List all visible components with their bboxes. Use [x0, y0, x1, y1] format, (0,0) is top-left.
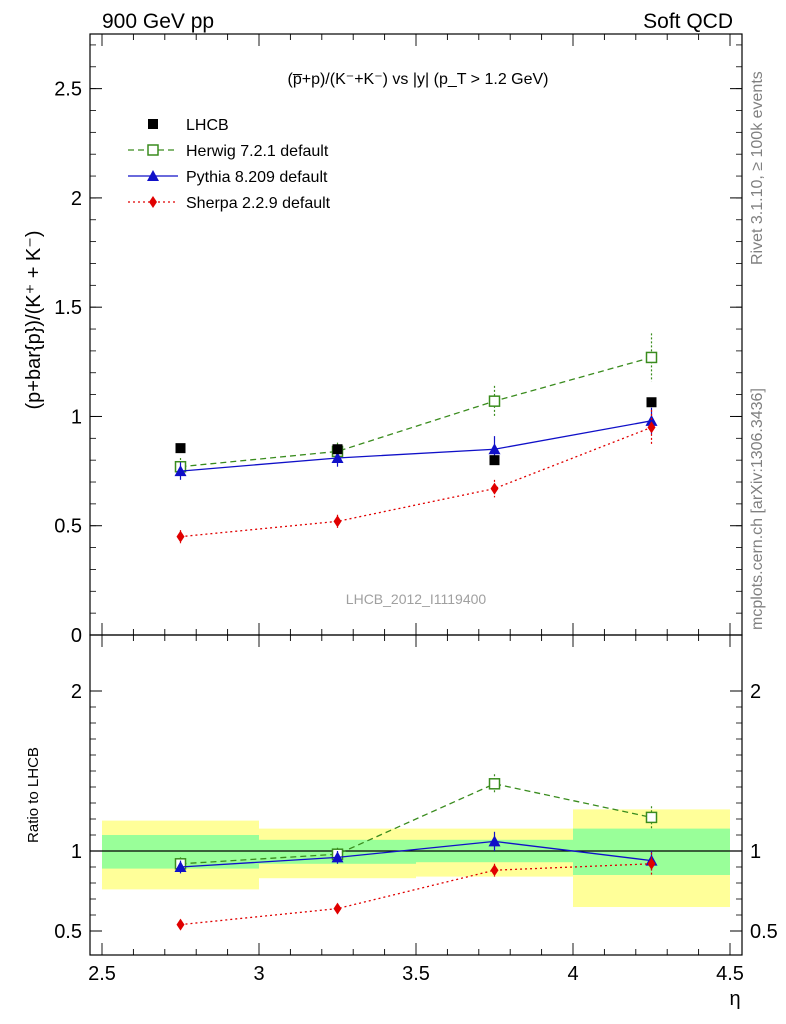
main-sherpa-2-2-9-default-point-0 — [176, 530, 185, 543]
main-title: (p̅+p)/(K⁻+K⁻) vs |y| (p_T > 1.2 GeV) — [288, 71, 549, 88]
x-axis-label: η — [729, 988, 740, 1010]
legend-lhcb-marker — [148, 119, 158, 129]
main-pythia-8-209-default-point-3 — [645, 414, 658, 426]
ratio-sherpa-2-2-9-default-point-2 — [490, 864, 499, 877]
ratio-pythia-8-209-default-point-0 — [174, 861, 187, 872]
header-left: 900 GeV pp — [102, 10, 214, 33]
main-lhcb-point-3 — [646, 397, 657, 408]
ratio-ytick-label-0: 0.5 — [54, 921, 82, 943]
main-pythia-8-209-default-line — [180, 420, 652, 472]
legend-sherpa-2-2-9-default-marker — [149, 196, 157, 208]
main-pythia-8-209-default-point-2 — [488, 443, 501, 455]
legend-herwig-7-2-1-default-label: Herwig 7.2.1 default — [186, 143, 329, 160]
legend-pythia-8-209-default-marker — [147, 170, 159, 181]
ratio-sherpa-2-2-9-default-point-1 — [333, 902, 342, 915]
main-sherpa-2-2-9-default-line — [180, 426, 652, 538]
ratio-ytick-label-right-0: 0.5 — [750, 921, 778, 943]
legend: LHCB Herwig 7.2.1 default Pythia 8.209 def… — [128, 117, 331, 212]
ratio-sherpa-2-2-9-default-point-3 — [647, 857, 656, 870]
main-ytick-label-3: 1.5 — [54, 297, 82, 319]
ratio-xtick-label-2: 3.5 — [402, 963, 430, 985]
main-pythia-8-209-default-point-1 — [331, 451, 344, 463]
main-lhcb-point-1 — [332, 444, 343, 455]
main-herwig-7-2-1-default-point-3 — [645, 351, 658, 364]
ratio-pythia-8-209-default-line — [180, 840, 652, 868]
ratio-sherpa-2-2-9-default-point-0 — [176, 918, 185, 931]
main-ytick-label-1: 0.5 — [54, 516, 82, 538]
ratio-xtick-label-3: 4 — [567, 963, 578, 985]
ratio-ytick-label-2: 2 — [71, 681, 82, 703]
main-herwig-7-2-1-default-line — [180, 356, 652, 468]
ratio-herwig-7-2-1-default-point-2 — [488, 778, 501, 790]
ratio-herwig-7-2-1-default-line — [180, 783, 652, 865]
header-right: Soft QCD — [643, 10, 733, 33]
analysis-watermark: LHCB_2012_I1119400 — [346, 591, 487, 607]
ratio-ytick-label-right-2: 2 — [750, 681, 761, 703]
ratio-frame — [89, 634, 743, 956]
main-ytick-label-0: 0 — [71, 625, 82, 647]
ratio-herwig-7-2-1-default-point-3 — [645, 811, 658, 824]
legend-herwig-7-2-1-default-marker — [147, 144, 159, 156]
ratio-xtick-label-4: 4.5 — [716, 963, 744, 985]
main-herwig-7-2-1-default-point-2 — [488, 395, 501, 407]
mcplots-label: mcplots.cern.ch [arXiv:1306.3436] — [749, 388, 766, 630]
ratio-xtick-label-1: 3 — [253, 963, 264, 985]
main-pythia-8-209-default-point-0 — [174, 465, 187, 477]
main-ytick-label-2: 1 — [71, 406, 82, 428]
ratio-panel: 0.5 0.5 1 1 2 2 2.5 3 3.5 4 4.5 — [54, 635, 778, 985]
main-sherpa-2-2-9-default-point-2 — [490, 482, 499, 495]
main-sherpa-2-2-9-default-point-3 — [647, 421, 656, 434]
rivet-label: Rivet 3.1.10, ≥ 100k events — [749, 71, 766, 265]
ratio-pythia-8-209-default-point-1 — [331, 851, 344, 863]
ratio-ytick-label-1: 1 — [71, 841, 82, 863]
main-panel: 0 0.5 1 1.5 2 2.5 — [54, 34, 742, 647]
main-y-axis-label: (p+bar{p})/(K⁺ + K⁻) — [23, 231, 45, 410]
legend-pythia-8-209-default-label: Pythia 8.209 default — [186, 169, 328, 186]
main-sherpa-2-2-9-default-point-1 — [333, 515, 342, 528]
ratio-ytick-label-right-1: 1 — [750, 841, 761, 863]
main-ytick-label-5: 2.5 — [54, 79, 82, 101]
legend-lhcb-label: LHCB — [186, 117, 229, 134]
legend-sherpa-2-2-9-default-label: Sherpa 2.2.9 default — [186, 195, 331, 212]
main-ytick-label-4: 2 — [71, 188, 82, 210]
ratio-y-axis-label: Ratio to LHCB — [25, 747, 42, 843]
main-lhcb-point-0 — [175, 443, 186, 454]
main-lhcb-point-2 — [489, 455, 500, 466]
ratio-pythia-8-209-default-point-2 — [488, 835, 501, 847]
ratio-xtick-label-0: 2.5 — [88, 963, 116, 985]
